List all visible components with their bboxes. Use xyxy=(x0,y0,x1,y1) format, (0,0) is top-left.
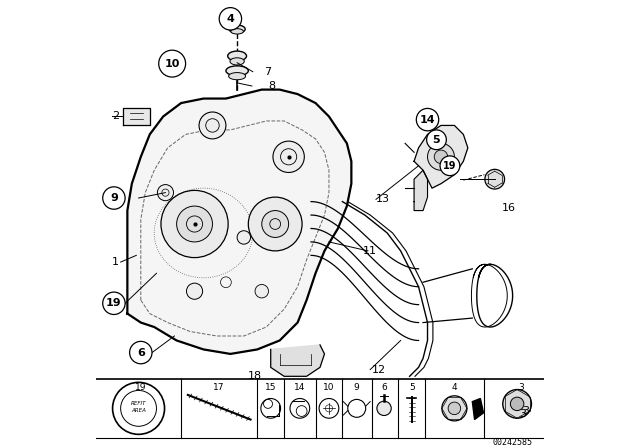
Circle shape xyxy=(273,141,305,172)
Text: 3: 3 xyxy=(520,409,526,419)
Text: 19: 19 xyxy=(106,298,122,308)
Ellipse shape xyxy=(229,25,245,33)
Circle shape xyxy=(237,231,251,244)
Text: 3: 3 xyxy=(523,406,529,416)
Text: 17: 17 xyxy=(214,383,225,392)
Polygon shape xyxy=(472,399,484,419)
Text: 00242585: 00242585 xyxy=(493,438,533,447)
Polygon shape xyxy=(414,170,428,211)
Text: 5: 5 xyxy=(433,135,440,145)
Circle shape xyxy=(177,206,212,242)
Circle shape xyxy=(511,397,524,410)
Circle shape xyxy=(448,402,461,415)
Circle shape xyxy=(157,185,173,201)
Ellipse shape xyxy=(228,73,246,80)
Polygon shape xyxy=(414,125,468,188)
Text: 6: 6 xyxy=(137,348,145,358)
Text: 9: 9 xyxy=(354,383,360,392)
Text: 19: 19 xyxy=(135,383,147,392)
Text: 12: 12 xyxy=(371,365,386,375)
Text: 13: 13 xyxy=(376,194,390,204)
Circle shape xyxy=(220,8,242,30)
Ellipse shape xyxy=(231,29,243,34)
Circle shape xyxy=(159,50,186,77)
Circle shape xyxy=(417,108,439,131)
Text: 14: 14 xyxy=(420,115,435,125)
Ellipse shape xyxy=(230,58,244,65)
Circle shape xyxy=(161,190,228,258)
Circle shape xyxy=(248,197,302,251)
Circle shape xyxy=(440,156,460,176)
Polygon shape xyxy=(123,108,150,125)
Circle shape xyxy=(103,187,125,209)
Text: 15: 15 xyxy=(265,383,276,392)
Text: 4: 4 xyxy=(227,14,234,24)
Polygon shape xyxy=(127,90,351,354)
Ellipse shape xyxy=(226,66,248,76)
Text: 16: 16 xyxy=(502,203,515,213)
Ellipse shape xyxy=(228,51,246,61)
Circle shape xyxy=(262,211,289,237)
Circle shape xyxy=(427,130,446,150)
Text: 11: 11 xyxy=(362,246,376,256)
Circle shape xyxy=(442,396,467,421)
Text: 3: 3 xyxy=(519,383,524,392)
Circle shape xyxy=(199,112,226,139)
Text: 5: 5 xyxy=(409,383,415,392)
Text: 1: 1 xyxy=(112,257,118,267)
Text: REFIT: REFIT xyxy=(131,401,147,406)
Text: AREA: AREA xyxy=(131,408,146,413)
Polygon shape xyxy=(271,345,324,376)
Circle shape xyxy=(435,150,448,164)
Circle shape xyxy=(103,292,125,314)
Text: 7: 7 xyxy=(264,67,271,77)
Text: 14: 14 xyxy=(294,383,305,392)
Text: 9: 9 xyxy=(110,193,118,203)
Text: 18: 18 xyxy=(248,371,262,381)
Circle shape xyxy=(503,390,531,418)
Circle shape xyxy=(428,143,454,170)
Text: 19: 19 xyxy=(443,161,457,171)
Circle shape xyxy=(186,283,203,299)
Text: 10: 10 xyxy=(323,383,335,392)
Circle shape xyxy=(377,401,391,416)
Text: 10: 10 xyxy=(164,59,180,69)
Text: 2: 2 xyxy=(112,112,119,121)
Text: 6: 6 xyxy=(381,383,387,392)
Text: 4: 4 xyxy=(452,383,457,392)
Circle shape xyxy=(130,341,152,364)
Text: 8: 8 xyxy=(269,81,276,91)
Circle shape xyxy=(255,284,269,298)
Circle shape xyxy=(485,169,504,189)
